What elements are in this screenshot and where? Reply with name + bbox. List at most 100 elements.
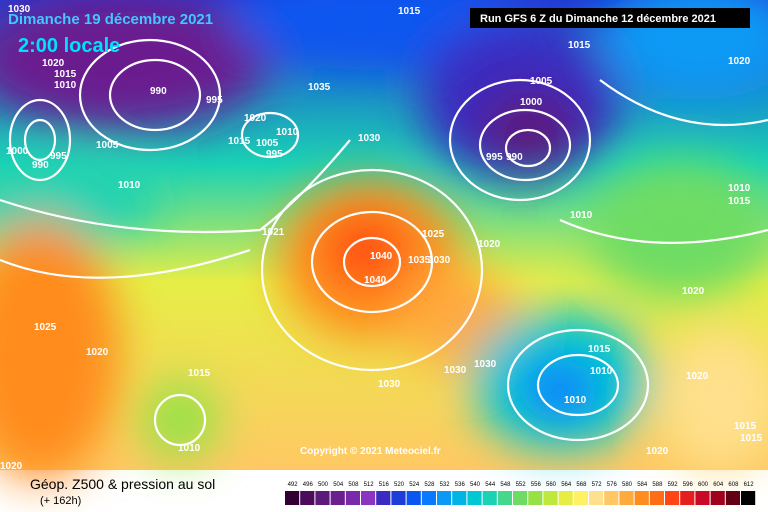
legend-swatch (665, 491, 680, 505)
legend-label: 520 (394, 482, 405, 488)
isobar-label: 1025 (34, 322, 57, 333)
isobar-label: 990 (506, 152, 523, 163)
legend-label: 612 (744, 482, 755, 488)
isobar-label: 990 (32, 160, 49, 171)
isobar-label: 1000 (520, 97, 543, 108)
legend-swatch (725, 491, 740, 505)
isobar-label: 1020 (478, 239, 501, 250)
legend-swatch (452, 491, 467, 505)
legend-swatch (300, 491, 315, 505)
isobar-label: 1005 (256, 138, 279, 149)
isobar-label: 1030 (444, 365, 467, 376)
legend-label: 560 (546, 482, 557, 488)
legend-swatch (528, 491, 543, 505)
legend-swatch (619, 491, 634, 505)
date: Dimanche 19 décembre 2021 (8, 11, 213, 28)
isobar-label: 1015 (734, 421, 757, 432)
isobar-label: 1020 (646, 446, 669, 457)
run-info: Run GFS 6 Z du Dimanche 12 décembre 2021 (480, 13, 716, 25)
legend-label: 600 (698, 482, 709, 488)
legend-label: 536 (455, 482, 466, 488)
legend-swatch (573, 491, 588, 505)
legend-swatch (558, 491, 573, 505)
legend-swatch (604, 491, 619, 505)
legend-label: 608 (728, 482, 739, 488)
legend-label: 572 (592, 482, 603, 488)
legend-swatch (513, 491, 528, 505)
legend-swatch (543, 491, 558, 505)
isobar-label: 1040 (370, 251, 393, 262)
legend-label: 512 (364, 482, 375, 488)
isobar-label: 1015 (188, 368, 211, 379)
isobar-label: 1015 (54, 69, 77, 80)
legend-swatch (391, 491, 406, 505)
legend-swatch (680, 491, 695, 505)
isobar-label: 1030 (358, 133, 381, 144)
legend-label: 524 (409, 482, 420, 488)
time: 2:00 locale (18, 35, 120, 57)
isobar-label: 995 (486, 152, 503, 163)
footer-subtitle: (+ 162h) (40, 495, 81, 507)
legend-swatch (634, 491, 649, 505)
isobar-label: 1030 (8, 4, 31, 15)
isobar-label: 1010 (118, 180, 141, 191)
legend-swatch (741, 491, 756, 505)
isobars (0, 38, 768, 447)
isobar-label: 1020 (42, 58, 65, 69)
legend-label: 556 (531, 482, 542, 488)
legend-label: 500 (318, 482, 329, 488)
legend-swatch (285, 491, 300, 505)
isobar-label: 1010 (590, 366, 613, 377)
geopotential-field (0, 0, 768, 480)
legend-label: 584 (637, 482, 648, 488)
isobar-label: 1035 (308, 82, 331, 93)
legend-label: 540 (470, 482, 481, 488)
legend-label: 596 (683, 482, 694, 488)
legend-label: 548 (500, 482, 511, 488)
isobar-label: 1035 (408, 255, 431, 266)
isobar-label: 1010 (276, 127, 299, 138)
legend-label: 604 (713, 482, 724, 488)
isobar-label: 1030 (378, 379, 401, 390)
legend-label: 568 (576, 482, 587, 488)
legend-label: 492 (288, 482, 299, 488)
legend-label: 544 (485, 482, 496, 488)
isobar-label: 1005 (96, 140, 119, 151)
isobar-label: 1020 (682, 286, 705, 297)
copyright: Copyright © 2021 Meteociel.fr (300, 446, 441, 457)
isobar-label: 1020 (0, 461, 23, 472)
legend: 492 496 500 504 508 512 516 520 524 528 532 536 540 5… (285, 482, 756, 505)
isobar-label: 1030 (474, 359, 497, 370)
legend-label: 592 (668, 482, 679, 488)
legend-label: 580 (622, 482, 633, 488)
isobar-label: 1000 (6, 146, 29, 157)
isobar-label: 1015 (568, 40, 591, 51)
isobar-label: 1015 (728, 196, 751, 207)
isobar-label: 1020 (244, 113, 267, 124)
legend-label: 564 (561, 482, 572, 488)
legend-swatch (482, 491, 497, 505)
legend-swatch (589, 491, 604, 505)
legend-swatch (330, 491, 345, 505)
legend-label: 508 (348, 482, 359, 488)
legend-swatch (315, 491, 330, 505)
legend-label: 576 (607, 482, 618, 488)
legend-label: 588 (652, 482, 663, 488)
legend-swatch (421, 491, 436, 505)
legend-label: 532 (440, 482, 451, 488)
legend-swatch (376, 491, 391, 505)
legend-swatch (467, 491, 482, 505)
isobar-label: 1005 (530, 76, 553, 87)
isobar-label: 1020 (728, 56, 751, 67)
legend-label: 496 (303, 482, 314, 488)
isobar-label: 995 (266, 149, 283, 160)
isobar-label: 1010 (54, 80, 77, 91)
legend-label: 504 (333, 482, 344, 488)
legend-swatch (406, 491, 421, 505)
isobar-label: 1040 (364, 275, 387, 286)
legend-swatch (695, 491, 710, 505)
legend-swatch (649, 491, 664, 505)
isobar-label: 995 (206, 95, 223, 106)
